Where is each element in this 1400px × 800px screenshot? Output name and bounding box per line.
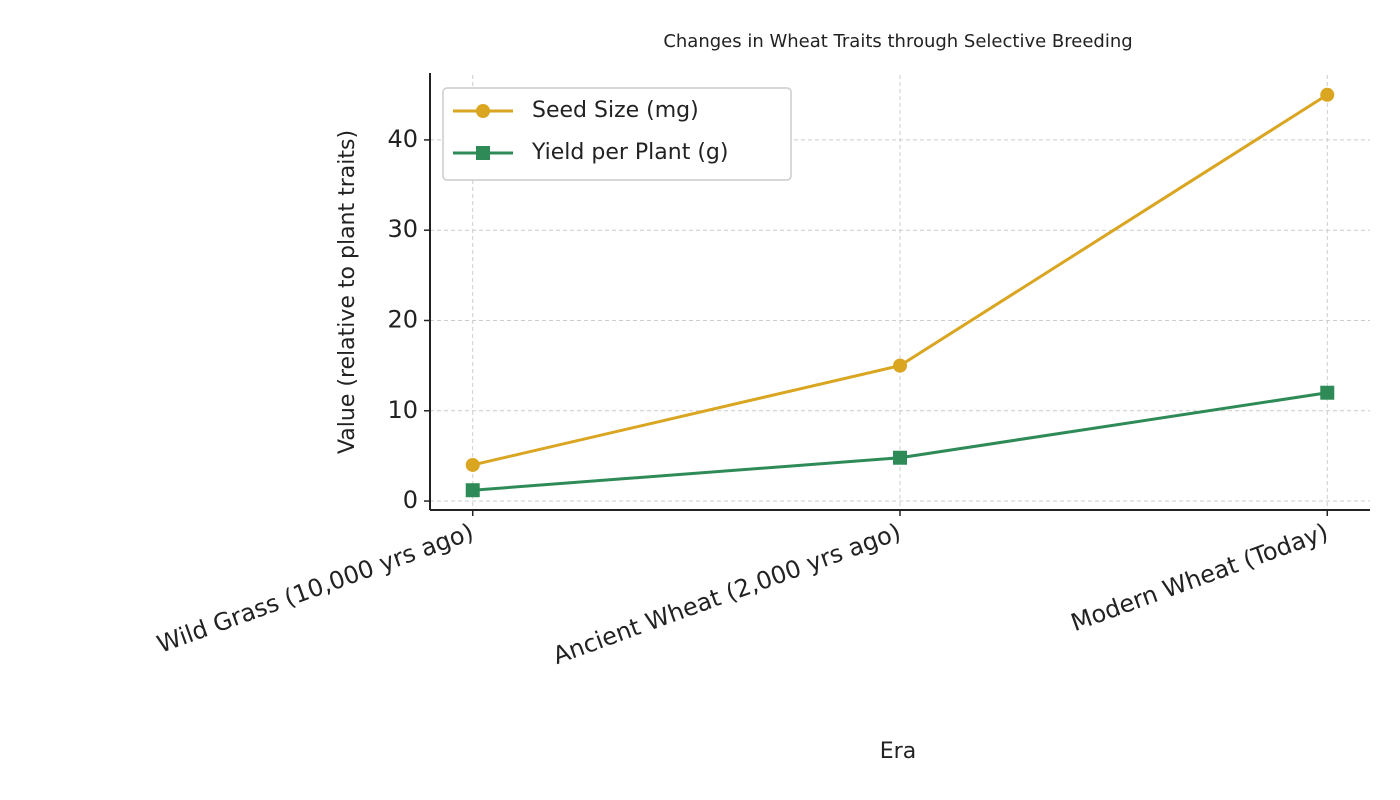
x-tick-label: Wild Grass (10,000 yrs ago) [153,518,477,659]
y-tick-label: 10 [387,396,418,424]
y-tick-label: 40 [387,125,418,153]
marker [465,483,480,498]
marker [476,146,490,160]
x-tick-label: Modern Wheat (Today) [1067,518,1331,637]
marker [893,358,907,373]
chart-title: Changes in Wheat Traits through Selectiv… [663,31,1132,52]
y-axis-label: Value (relative to plant traits) [335,130,360,454]
legend: Seed Size (mg) Yield per Plant (g) [442,87,792,181]
y-tick-label: 20 [387,305,418,333]
x-axis-label: Era [880,739,916,764]
y-tick-label: 30 [387,215,418,243]
y-tick-label: 0 [403,486,418,514]
marker [465,457,480,472]
marker [893,450,907,465]
marker [476,104,490,118]
legend-box [442,87,792,181]
x-tick-label: Ancient Wheat (2,000 yrs ago) [549,518,904,670]
marker [1320,385,1335,400]
marker [1320,87,1335,102]
legend-label: Seed Size (mg) [532,98,699,123]
legend-label: Yield per Plant (g) [531,140,728,165]
